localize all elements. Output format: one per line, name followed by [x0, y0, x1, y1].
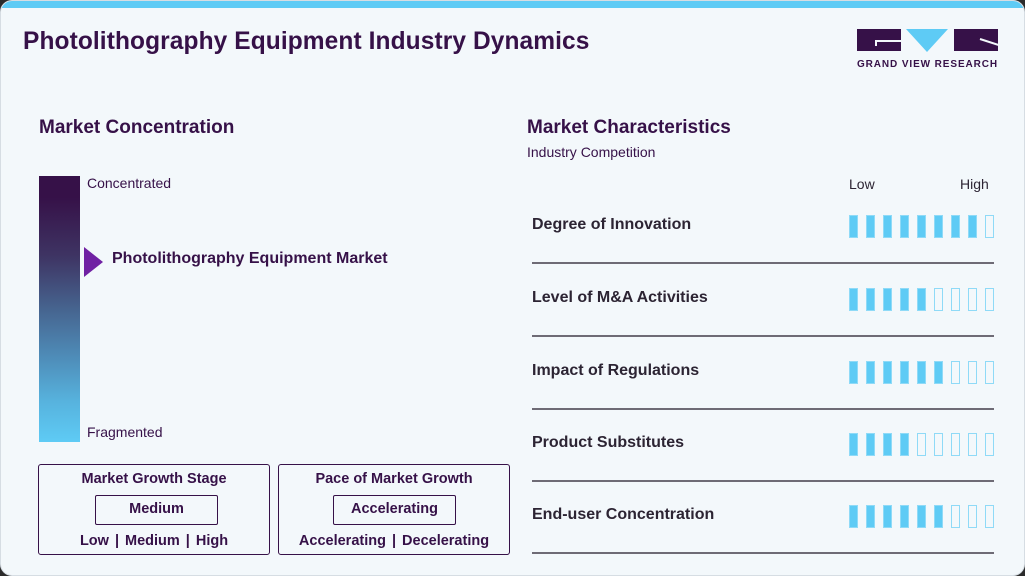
- growth-stage-option-medium: Medium: [125, 533, 180, 549]
- growth-pace-option-decelerating: Decelerating: [402, 533, 490, 549]
- characteristic-row: Impact of Regulations: [531, 359, 994, 432]
- logo-r-block-icon: [954, 29, 998, 51]
- score-bar-filled: [934, 215, 943, 238]
- score-bar-filled: [900, 505, 909, 528]
- score-bar-filled: [849, 433, 858, 456]
- market-concentration-title: Market Concentration: [39, 117, 235, 138]
- score-bar-empty: [985, 288, 994, 311]
- score-meter: [849, 433, 994, 456]
- score-bar-filled: [900, 361, 909, 384]
- score-bar-filled: [951, 215, 960, 238]
- score-bar-filled: [849, 288, 858, 311]
- score-bar-filled: [866, 505, 875, 528]
- scale-low-label: Low: [849, 176, 875, 192]
- growth-stage-value: Medium: [95, 495, 218, 525]
- characteristic-label: Impact of Regulations: [532, 362, 700, 379]
- score-bar-filled: [900, 288, 909, 311]
- score-bar-empty: [934, 288, 943, 311]
- growth-stage-option-high: High: [195, 533, 229, 549]
- score-bar-filled: [900, 215, 909, 238]
- score-bar-empty: [968, 433, 977, 456]
- growth-stage-title: Market Growth Stage: [81, 471, 227, 487]
- characteristic-row: Product Substitutes: [531, 431, 994, 504]
- row-divider: [532, 480, 994, 482]
- score-bar-empty: [951, 361, 960, 384]
- score-bar-empty: [985, 361, 994, 384]
- score-bar-filled: [883, 361, 892, 384]
- score-bar-filled: [917, 505, 926, 528]
- score-bar-empty: [985, 505, 994, 528]
- logo-g-block-icon: [857, 29, 901, 51]
- score-bar-empty: [985, 433, 994, 456]
- score-bar-empty: [968, 288, 977, 311]
- score-bar-filled: [968, 215, 977, 238]
- characteristic-label: Level of M&A Activities: [532, 289, 708, 306]
- score-meter: [849, 215, 994, 238]
- row-divider: [532, 335, 994, 337]
- score-bar-filled: [866, 433, 875, 456]
- score-bar-filled: [849, 215, 858, 238]
- score-bar-empty: [951, 288, 960, 311]
- growth-pace-title: Pace of Market Growth: [315, 471, 473, 487]
- score-bar-filled: [883, 288, 892, 311]
- row-divider: [532, 262, 994, 264]
- score-bar-filled: [866, 215, 875, 238]
- market-characteristics-title: Market Characteristics: [527, 117, 731, 138]
- score-bar-filled: [866, 361, 875, 384]
- score-bar-empty: [951, 505, 960, 528]
- score-bar-filled: [883, 433, 892, 456]
- growth-pace-option-accelerating: Accelerating: [298, 533, 386, 549]
- score-bar-empty: [968, 361, 977, 384]
- row-divider: [532, 552, 994, 554]
- pace-of-market-growth-box: Pace of Market Growth Accelerating Accel…: [278, 464, 510, 555]
- score-bar-empty: [917, 433, 926, 456]
- growth-pace-value: Accelerating: [333, 495, 456, 525]
- market-growth-stage-box: Market Growth Stage Medium Low | Medium | Hi…: [38, 464, 270, 555]
- growth-stage-options: Low | Medium | High: [79, 533, 229, 549]
- score-bar-filled: [866, 288, 875, 311]
- score-bar-filled: [917, 288, 926, 311]
- market-position-label: Photolithography Equipment Market: [112, 250, 388, 267]
- score-bar-empty: [968, 505, 977, 528]
- score-bar-filled: [883, 215, 892, 238]
- concentration-gradient-bar: [39, 176, 80, 442]
- score-bar-filled: [849, 361, 858, 384]
- score-bar-empty: [934, 433, 943, 456]
- logo-v-triangle-icon: [906, 29, 948, 52]
- score-meter: [849, 361, 994, 384]
- score-bar-empty: [951, 433, 960, 456]
- characteristic-row: Degree of Innovation: [531, 213, 994, 286]
- page-title: Photolithography Equipment Industry Dyna…: [23, 27, 590, 55]
- characteristic-row: Level of M&A Activities: [531, 286, 994, 359]
- growth-pace-options: Accelerating | Decelerating: [298, 533, 490, 549]
- growth-stage-option-low: Low: [79, 533, 109, 549]
- industry-competition-subtitle: Industry Competition: [527, 144, 656, 160]
- score-bar-filled: [849, 505, 858, 528]
- characteristic-label: Degree of Innovation: [532, 216, 692, 233]
- score-bar-filled: [900, 433, 909, 456]
- scale-high-label: High: [960, 176, 989, 192]
- score-bar-empty: [985, 215, 994, 238]
- logo-text: GRAND VIEW RESEARCH: [857, 59, 998, 70]
- concentrated-label: Concentrated: [87, 175, 172, 191]
- characteristic-row: End-user Concentration: [531, 503, 994, 575]
- grand-view-research-logo: GRAND VIEW RESEARCH: [857, 29, 999, 73]
- characteristic-label: End-user Concentration: [532, 506, 715, 523]
- score-bar-filled: [917, 215, 926, 238]
- top-accent-bar: [1, 1, 1024, 8]
- score-bar-filled: [934, 505, 943, 528]
- score-bar-filled: [883, 505, 892, 528]
- score-bar-filled: [934, 361, 943, 384]
- characteristic-label: Product Substitutes: [532, 434, 685, 451]
- score-meter: [849, 505, 994, 528]
- fragmented-label: Fragmented: [87, 424, 163, 440]
- market-position-marker-icon: [84, 247, 103, 277]
- score-meter: [849, 288, 994, 311]
- row-divider: [532, 408, 994, 410]
- score-bar-filled: [917, 361, 926, 384]
